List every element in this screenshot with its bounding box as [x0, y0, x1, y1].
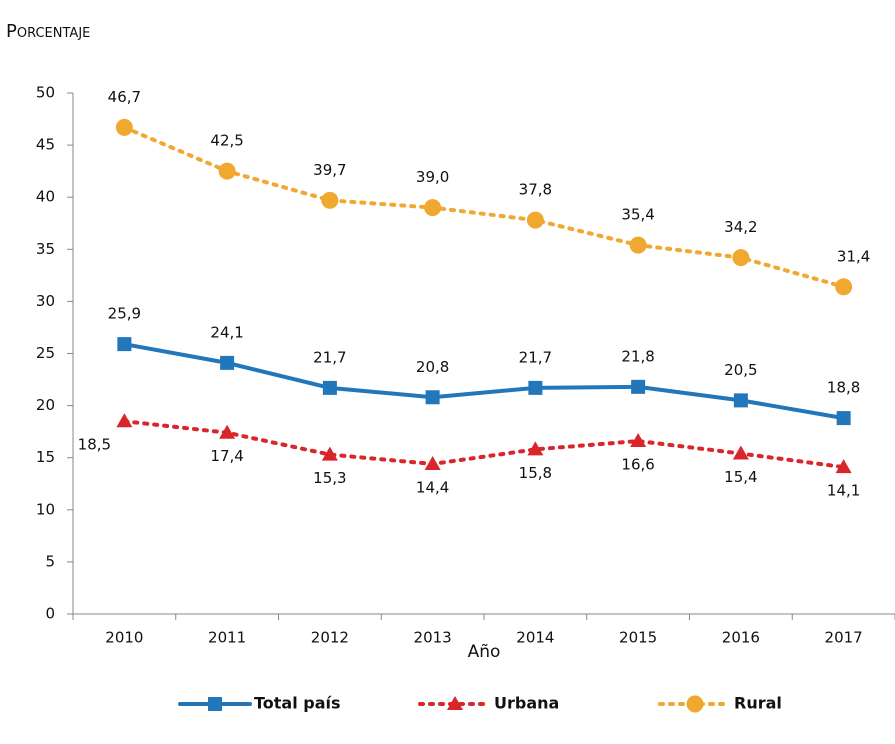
- data-point: [835, 459, 852, 474]
- data-label: 20,8: [416, 358, 449, 376]
- data-point: [115, 118, 133, 136]
- y-tick-label: 30: [36, 292, 55, 310]
- data-label: 14,1: [827, 482, 860, 500]
- data-point: [835, 278, 853, 296]
- data-label: 20,5: [724, 361, 757, 379]
- data-label: 37,8: [519, 181, 552, 199]
- y-tick-label: 0: [45, 605, 55, 623]
- x-tick-label: 2011: [208, 629, 246, 647]
- data-label: 15,8: [519, 464, 552, 482]
- legend-label: Urbana: [494, 694, 559, 713]
- data-label: 39,0: [416, 168, 449, 186]
- data-label: 21,7: [313, 348, 346, 366]
- series-line: [122, 342, 846, 421]
- data-point: [526, 211, 544, 229]
- y-tick-label: 25: [36, 344, 55, 362]
- data-point: [528, 380, 543, 395]
- data-label: 18,8: [827, 379, 860, 397]
- series-line: [122, 125, 846, 289]
- data-point: [631, 379, 646, 394]
- data-point: [629, 236, 647, 254]
- data-point: [424, 199, 442, 217]
- x-tick-label: 2010: [105, 629, 143, 647]
- data-label: 25,9: [108, 305, 141, 323]
- data-point: [424, 455, 441, 470]
- data-point: [732, 249, 750, 267]
- data-label: 15,3: [313, 469, 346, 487]
- data-label: 34,2: [724, 218, 757, 236]
- data-label: 42,5: [210, 132, 243, 150]
- y-tick-label: 40: [36, 188, 55, 206]
- legend-label: Total país: [254, 694, 341, 713]
- y-tick-label: 45: [36, 136, 55, 154]
- data-label: 21,8: [621, 347, 654, 365]
- x-tick-label: 2014: [516, 629, 554, 647]
- data-point: [733, 393, 748, 408]
- data-label: 31,4: [837, 247, 870, 265]
- data-point: [219, 424, 236, 439]
- data-point: [527, 441, 544, 456]
- data-label: 39,7: [313, 161, 346, 179]
- x-tick-label: 2012: [311, 629, 349, 647]
- x-tick-label: 2013: [414, 629, 452, 647]
- data-label: 14,4: [416, 478, 449, 496]
- legend-label: Rural: [734, 694, 782, 713]
- data-label: 24,1: [210, 323, 243, 341]
- data-point: [220, 355, 235, 370]
- y-tick-label: 50: [36, 84, 55, 102]
- data-label: 46,7: [108, 88, 141, 106]
- data-point: [321, 191, 339, 209]
- legend-marker: [208, 697, 222, 711]
- series-line: [122, 419, 846, 470]
- data-point: [836, 411, 851, 426]
- x-tick-label: 2017: [825, 629, 863, 647]
- y-tick-label: 35: [36, 240, 55, 258]
- y-axis-label: Porcentaje: [6, 21, 90, 42]
- data-point: [732, 445, 749, 460]
- data-point: [322, 380, 337, 395]
- y-tick-label: 10: [36, 500, 55, 518]
- legend-marker: [447, 696, 463, 710]
- data-point: [321, 446, 338, 461]
- data-point: [425, 390, 440, 405]
- x-tick-label: 2015: [619, 629, 657, 647]
- data-point: [630, 433, 647, 448]
- data-label: 17,4: [210, 447, 243, 465]
- data-point: [116, 413, 133, 428]
- data-label: 15,4: [724, 468, 757, 486]
- x-axis-label: Año: [468, 642, 501, 662]
- y-tick-label: 20: [36, 396, 55, 414]
- y-tick-label: 15: [36, 448, 55, 466]
- x-tick-label: 2016: [722, 629, 760, 647]
- y-tick-label: 5: [45, 552, 55, 570]
- data-label: 35,4: [621, 206, 654, 224]
- data-point: [117, 337, 132, 352]
- data-point: [218, 162, 236, 180]
- data-label: 18,5: [78, 436, 111, 454]
- data-label: 16,6: [621, 456, 654, 474]
- legend-marker: [686, 695, 704, 713]
- data-label: 21,7: [519, 348, 552, 366]
